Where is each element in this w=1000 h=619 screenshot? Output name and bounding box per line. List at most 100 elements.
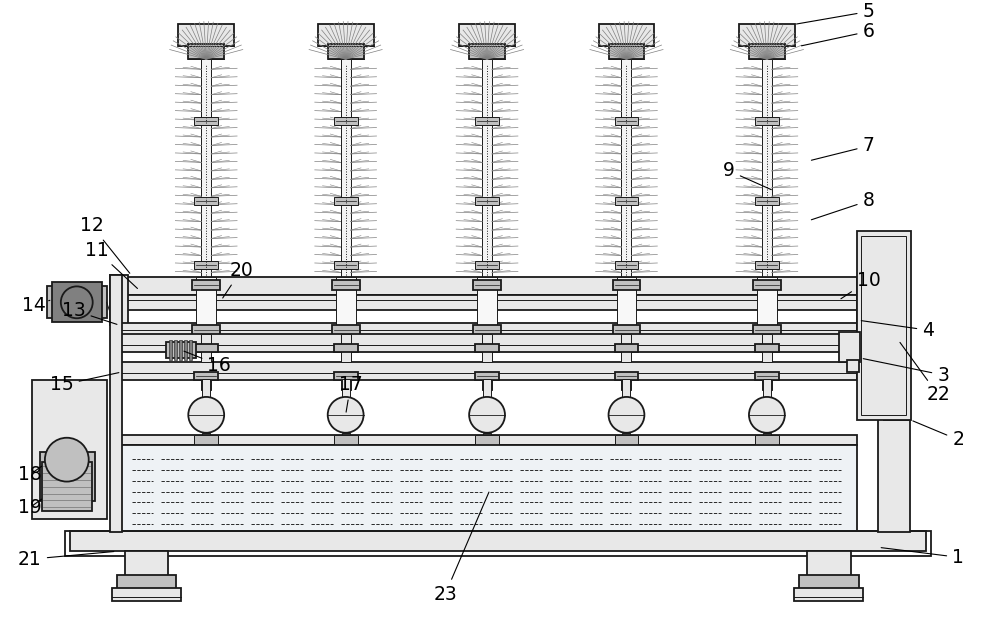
- Bar: [201, 334, 211, 362]
- Text: 12: 12: [80, 216, 130, 273]
- Bar: [483, 433, 491, 443]
- Bar: [475, 344, 499, 352]
- Bar: [342, 379, 350, 397]
- Bar: [70, 531, 926, 552]
- Bar: [169, 340, 172, 360]
- Bar: [473, 280, 501, 290]
- Bar: [847, 360, 859, 372]
- Bar: [482, 378, 492, 390]
- Bar: [194, 117, 218, 125]
- Bar: [857, 231, 911, 420]
- Bar: [199, 443, 213, 452]
- Bar: [202, 433, 210, 443]
- Bar: [762, 59, 772, 280]
- Bar: [482, 59, 492, 280]
- Bar: [480, 443, 494, 452]
- Bar: [617, 277, 636, 335]
- Bar: [174, 340, 177, 360]
- Bar: [794, 588, 863, 601]
- Bar: [194, 261, 218, 269]
- Bar: [65, 531, 931, 556]
- Bar: [120, 334, 857, 352]
- Bar: [615, 261, 638, 269]
- Bar: [799, 575, 859, 589]
- Bar: [473, 325, 501, 335]
- Bar: [857, 277, 886, 325]
- Bar: [483, 379, 491, 397]
- Bar: [477, 277, 497, 335]
- Bar: [334, 261, 358, 269]
- Circle shape: [188, 397, 224, 433]
- Bar: [622, 433, 630, 443]
- Bar: [615, 344, 638, 352]
- Bar: [615, 117, 638, 125]
- Text: 17: 17: [339, 376, 362, 412]
- Bar: [117, 575, 176, 589]
- Bar: [122, 277, 859, 295]
- Bar: [120, 444, 857, 532]
- Bar: [615, 435, 638, 444]
- Bar: [194, 197, 218, 205]
- Text: 3: 3: [863, 358, 949, 384]
- Bar: [189, 340, 192, 360]
- Bar: [184, 340, 187, 360]
- Text: 2: 2: [913, 421, 964, 449]
- Bar: [202, 379, 210, 397]
- Bar: [342, 433, 350, 443]
- Text: 8: 8: [811, 191, 874, 220]
- Bar: [755, 372, 779, 380]
- Bar: [47, 287, 107, 318]
- Circle shape: [61, 287, 93, 318]
- Bar: [122, 295, 859, 310]
- Bar: [201, 59, 211, 280]
- Text: 14: 14: [22, 296, 50, 315]
- Text: 23: 23: [433, 492, 489, 604]
- Bar: [196, 277, 216, 335]
- Bar: [201, 378, 211, 390]
- Circle shape: [45, 438, 89, 482]
- Text: 6: 6: [801, 22, 874, 46]
- Text: 9: 9: [723, 162, 771, 189]
- Bar: [334, 197, 358, 205]
- Bar: [341, 334, 351, 362]
- Bar: [192, 325, 220, 335]
- Bar: [332, 280, 360, 290]
- Bar: [622, 379, 630, 397]
- Bar: [120, 323, 857, 335]
- Bar: [763, 379, 771, 397]
- Bar: [609, 45, 644, 59]
- Bar: [621, 378, 631, 390]
- Bar: [194, 435, 218, 444]
- Bar: [615, 197, 638, 205]
- Bar: [332, 325, 360, 335]
- Bar: [188, 45, 224, 59]
- Bar: [621, 334, 631, 362]
- Text: 16: 16: [184, 351, 231, 374]
- Text: 15: 15: [50, 373, 119, 394]
- Bar: [194, 344, 218, 352]
- Bar: [475, 197, 499, 205]
- Bar: [42, 462, 92, 511]
- Bar: [469, 45, 505, 59]
- Circle shape: [609, 397, 644, 433]
- Text: 22: 22: [900, 342, 950, 404]
- Bar: [334, 372, 358, 380]
- Bar: [762, 334, 772, 362]
- Bar: [762, 378, 772, 390]
- Bar: [755, 261, 779, 269]
- Bar: [110, 275, 122, 532]
- Bar: [40, 452, 95, 501]
- Bar: [755, 117, 779, 125]
- Bar: [459, 25, 515, 46]
- Bar: [339, 443, 353, 452]
- Bar: [334, 117, 358, 125]
- Bar: [166, 342, 196, 358]
- Bar: [599, 25, 654, 46]
- Bar: [763, 433, 771, 443]
- Bar: [739, 25, 795, 46]
- Bar: [112, 588, 181, 601]
- Bar: [861, 236, 906, 415]
- Text: 21: 21: [18, 550, 114, 569]
- Bar: [615, 372, 638, 380]
- Bar: [194, 372, 218, 380]
